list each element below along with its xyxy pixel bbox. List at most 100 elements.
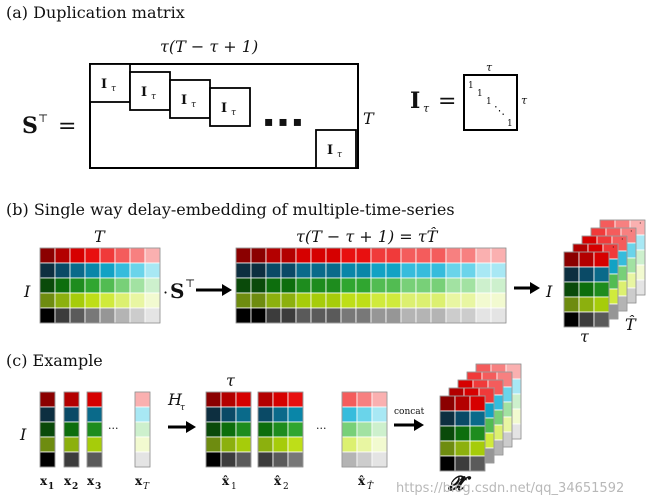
grid-cell [99, 277, 116, 294]
grid-cell [84, 262, 101, 279]
grid-cell [205, 421, 222, 438]
section-a: (a) Duplication matrix τ(T − τ + 1) S ⊤ … [6, 3, 528, 169]
block-xhatT [341, 391, 388, 468]
grid-cell [63, 391, 80, 408]
grid-cell [134, 421, 151, 438]
section-b: (b) Single way delay-embedding of multip… [6, 200, 646, 346]
grid-cell [295, 292, 312, 309]
grid-cell [356, 391, 373, 408]
identity-lhs-sub: τ [423, 102, 430, 115]
grid-cell [439, 395, 456, 412]
grid-cell [295, 307, 312, 324]
grid-cell [475, 292, 492, 309]
grid-cell [257, 406, 274, 423]
duplication-matrix-frame [89, 63, 359, 169]
tensor-I-label: I [545, 282, 553, 301]
grid-cell [265, 262, 282, 279]
xhatT-sub: T̂ [367, 480, 374, 492]
xhat2-sub: 2 [283, 482, 289, 492]
c-I-label: I [19, 425, 27, 444]
wide-width-label: τ(T − τ + 1) = τT̂ [296, 227, 439, 246]
grid-cell [356, 451, 373, 468]
grid-cell [265, 292, 282, 309]
series-x1 [39, 391, 56, 468]
grid-cell [235, 307, 252, 324]
grid-cell [114, 262, 131, 279]
grid-cell [385, 247, 402, 264]
grid-cell [355, 277, 372, 294]
grid-cell [220, 391, 237, 408]
grid-cell [356, 436, 373, 453]
grid-cell [341, 391, 358, 408]
grid-cell [86, 391, 103, 408]
grid-cell [370, 277, 387, 294]
grid-cell [114, 247, 131, 264]
grid-cell [99, 247, 116, 264]
grid-cell [54, 262, 71, 279]
grid-cell [129, 262, 146, 279]
grid-cell [144, 247, 161, 264]
grid-cell [129, 277, 146, 294]
grid-cell [325, 277, 342, 294]
grid-cell [341, 406, 358, 423]
grid-cell [250, 292, 267, 309]
grid-cell [439, 425, 456, 442]
grid-cell [144, 262, 161, 279]
grid-cell [370, 262, 387, 279]
grid-cell [578, 296, 595, 313]
xhatT-label: x̂ [358, 474, 366, 488]
c-tau-label: τ [226, 371, 236, 390]
grid-cell [454, 455, 471, 472]
grid-cell [84, 307, 101, 324]
grid-cell [439, 455, 456, 472]
section-c-title: (c) Example [6, 351, 103, 370]
grid-cell [563, 281, 580, 298]
grid-cell [250, 307, 267, 324]
grid-cell [39, 436, 56, 453]
x3-label: x [87, 474, 95, 488]
grid-cell [578, 251, 595, 268]
grid-cell [400, 262, 417, 279]
grid-cell [272, 451, 289, 468]
H-label: H [167, 390, 183, 409]
grid-cell [69, 247, 86, 264]
grid-cell [310, 262, 327, 279]
grid-cell [325, 262, 342, 279]
grid-cell [114, 307, 131, 324]
grid-cell [340, 247, 357, 264]
grid-cell [205, 436, 222, 453]
grid-cell [220, 406, 237, 423]
section-b-title: (b) Single way delay-embedding of multip… [6, 200, 455, 219]
grid-cell [370, 292, 387, 309]
grid-cell [469, 455, 486, 472]
grid-cell [340, 262, 357, 279]
grid-cell [340, 307, 357, 324]
x1-label: x [40, 474, 48, 488]
grid-cell [69, 277, 86, 294]
grid-cell [220, 421, 237, 438]
tensor-dot: · [621, 235, 624, 244]
grid-cell [69, 307, 86, 324]
identity-diag-1d: 1 [507, 119, 513, 129]
grid-cell [475, 307, 492, 324]
grid-border [563, 251, 610, 328]
grid-border [257, 391, 304, 468]
identity-block-label: I [141, 85, 147, 100]
identity-matrix-frame [463, 74, 518, 131]
grid-cell [310, 277, 327, 294]
grid-cell [371, 406, 388, 423]
grid-cell [454, 425, 471, 442]
grid-cell [415, 292, 432, 309]
grid-cell [84, 247, 101, 264]
grid-border [205, 391, 252, 468]
grid-cell [371, 421, 388, 438]
grid-cell [371, 391, 388, 408]
S-operator-transpose: ⊤ [185, 277, 195, 290]
tensor-slice [563, 251, 610, 328]
grid-cell [235, 436, 252, 453]
grid-cell [39, 247, 56, 264]
grid-cell [295, 277, 312, 294]
equals-sign: = [58, 114, 76, 139]
grid-cell [257, 421, 274, 438]
